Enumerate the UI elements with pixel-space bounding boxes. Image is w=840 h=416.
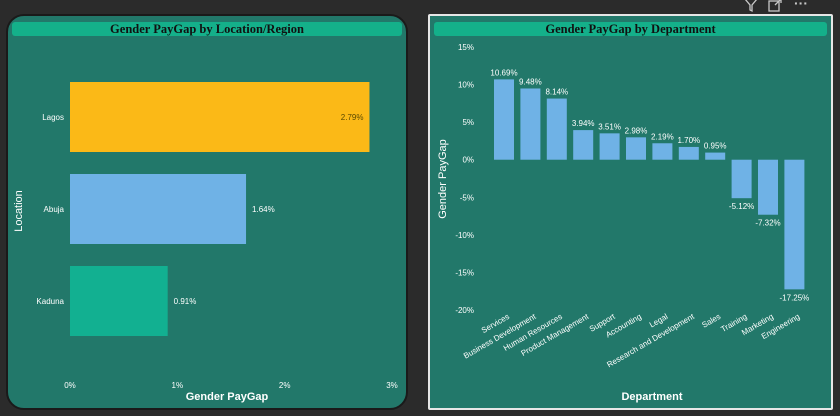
focus-mode-icon[interactable] <box>768 0 782 15</box>
data-label-kaduna: 0.91% <box>174 297 197 306</box>
data-label-support: 3.51% <box>598 122 621 131</box>
bar-engineering[interactable] <box>784 159 805 290</box>
x-tick-label: 0% <box>64 381 76 390</box>
data-label-product-management: 3.94% <box>572 119 595 128</box>
department-bar-chart: 15% 10% 5% 0% -5% -10% -15% -20% Gender PayGap 10… <box>437 43 810 403</box>
y-tick-label: -15% <box>455 268 474 277</box>
x-axis-title: Gender PayGap <box>186 391 269 403</box>
x-tick-label: 1% <box>172 381 184 390</box>
data-label-training: -5.12% <box>729 202 754 211</box>
data-label-legal: 2.19% <box>651 132 674 141</box>
y-tick-label: 15% <box>458 43 474 52</box>
x-axis-title: Department <box>621 391 682 403</box>
data-label-sales: 0.95% <box>704 142 727 151</box>
data-label-lagos: 2.79% <box>341 113 364 122</box>
location-bar-chart: Lagos 2.79% Abuja 1.64% Kaduna 0.91% 0% 1% 2% 3% G… <box>13 82 398 403</box>
filter-icon[interactable] <box>744 0 758 15</box>
category-label-lagos: Lagos <box>42 113 64 122</box>
bar-human-resources[interactable] <box>546 98 567 160</box>
more-options-icon[interactable]: ··· <box>794 0 808 11</box>
bar-services[interactable] <box>494 79 514 160</box>
bar-abuja[interactable] <box>70 174 247 244</box>
data-label-research-and-development: 1.70% <box>677 136 700 145</box>
y-tick-label: 5% <box>462 118 474 127</box>
y-axis-title: Location <box>13 190 25 232</box>
bar-support[interactable] <box>599 133 620 160</box>
y-tick-label: -10% <box>455 231 474 240</box>
bar-legal[interactable] <box>652 143 673 160</box>
data-label-marketing: -7.32% <box>755 219 780 228</box>
category-label-kaduna: Kaduna <box>36 297 64 306</box>
bar-kaduna[interactable] <box>70 266 168 336</box>
bar-accounting[interactable] <box>626 137 646 160</box>
y-tick-label: 0% <box>462 156 474 165</box>
y-tick-label: -20% <box>455 306 474 315</box>
data-label-services: 10.69% <box>490 68 517 77</box>
location-chart-panel[interactable]: Gender PayGap by Location/Region Lagos 2.… <box>6 14 408 410</box>
bar-lagos[interactable] <box>70 82 370 152</box>
data-label-business-development: 9.48% <box>519 77 542 86</box>
data-label-abuja: 1.64% <box>252 205 275 214</box>
bar-business-development[interactable] <box>520 88 541 160</box>
y-tick-label: -5% <box>460 193 474 202</box>
bar-sales[interactable] <box>705 152 726 160</box>
x-tick-label: 2% <box>279 381 291 390</box>
location-chart-title: Gender PayGap by Location/Region <box>12 22 402 36</box>
y-axis-title: Gender PayGap <box>437 139 449 219</box>
bar-marketing[interactable] <box>758 159 778 215</box>
department-chart-title: Gender PayGap by Department <box>434 22 827 36</box>
department-chart-panel[interactable]: Gender PayGap by Department 15% 10% 5% 0% -5… <box>428 14 833 410</box>
bar-product-management[interactable] <box>573 130 594 160</box>
y-tick-label: 10% <box>458 81 474 90</box>
bar-training[interactable] <box>731 159 752 199</box>
visual-toolbar: ··· <box>740 0 840 14</box>
category-label-abuja: Abuja <box>44 205 65 214</box>
data-label-accounting: 2.98% <box>625 126 648 135</box>
data-label-engineering: -17.25% <box>780 293 810 302</box>
x-tick-label: 3% <box>386 381 398 390</box>
data-label-human-resources: 8.14% <box>545 88 568 97</box>
bar-research-and-development[interactable] <box>678 146 699 160</box>
